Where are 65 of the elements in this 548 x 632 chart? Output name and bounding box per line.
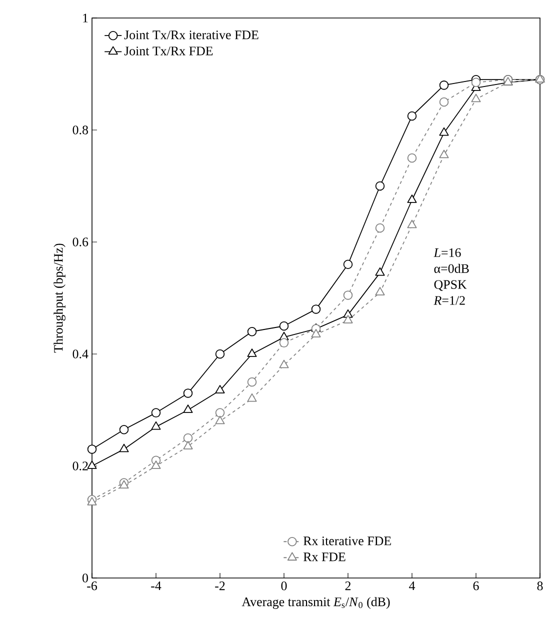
point [407, 153, 417, 163]
point [87, 444, 97, 454]
point [439, 97, 449, 107]
point [151, 408, 161, 418]
point [343, 290, 353, 300]
point [343, 314, 353, 324]
point [183, 440, 193, 450]
point [183, 388, 193, 398]
point [215, 384, 225, 394]
point [375, 286, 385, 296]
x-tick-label: 4 [409, 582, 416, 590]
y-tick-label: 0 [82, 574, 88, 582]
point [471, 78, 481, 88]
point [407, 194, 417, 203]
x-tick-label: -4 [151, 582, 162, 590]
point [311, 328, 321, 338]
legend-label: Joint Tx/Rx iterative FDE [124, 30, 258, 40]
point [439, 80, 449, 90]
x-tick-label: 8 [537, 582, 543, 590]
y-tick-label: 0.2 [72, 462, 88, 470]
point [215, 408, 225, 418]
annotation: QPSK [434, 280, 467, 291]
y-axis-title: Throughput (bps/Hz) [54, 244, 66, 353]
point [183, 404, 193, 413]
point [279, 321, 289, 331]
legend-label: Joint Tx/Rx FDE [124, 46, 213, 56]
point [279, 338, 289, 348]
point [439, 127, 449, 136]
point [247, 326, 257, 336]
x-axis-title: Average transmit E$_{s}$/N$_{0}$ (dB) [242, 597, 390, 609]
annotation: α=0dB [434, 264, 469, 273]
point [343, 260, 353, 270]
point [247, 393, 257, 402]
point [151, 460, 161, 469]
point [375, 267, 385, 276]
point [151, 421, 161, 430]
point [407, 111, 417, 121]
point [279, 360, 289, 368]
point [247, 348, 257, 357]
y-tick-label: 1 [83, 14, 88, 22]
x-tick-label: 0 [281, 582, 287, 590]
y-tick-label: 0.4 [72, 350, 88, 358]
point [311, 304, 321, 314]
annotation: R=1/2 [434, 296, 465, 305]
point [215, 349, 225, 359]
annotation: L=16 [434, 248, 461, 258]
point [119, 424, 129, 434]
point [375, 223, 385, 233]
point [215, 416, 225, 424]
x-tick-label: 6 [473, 582, 479, 590]
point [439, 150, 449, 158]
x-tick-label: -6 [87, 582, 98, 590]
x-tick-label: -2 [215, 582, 225, 590]
legend-label: Rx FDE [303, 552, 346, 562]
point [407, 220, 417, 228]
point [87, 460, 97, 469]
y-tick-label: 0.8 [72, 126, 88, 134]
legend-label: Rx iterative FDE [303, 536, 391, 546]
point [119, 444, 129, 452]
x-tick-label: 2 [345, 582, 351, 590]
point [247, 377, 257, 387]
point [471, 94, 481, 102]
point [375, 181, 385, 191]
y-tick-label: 0.6 [72, 238, 88, 246]
point [183, 433, 193, 443]
